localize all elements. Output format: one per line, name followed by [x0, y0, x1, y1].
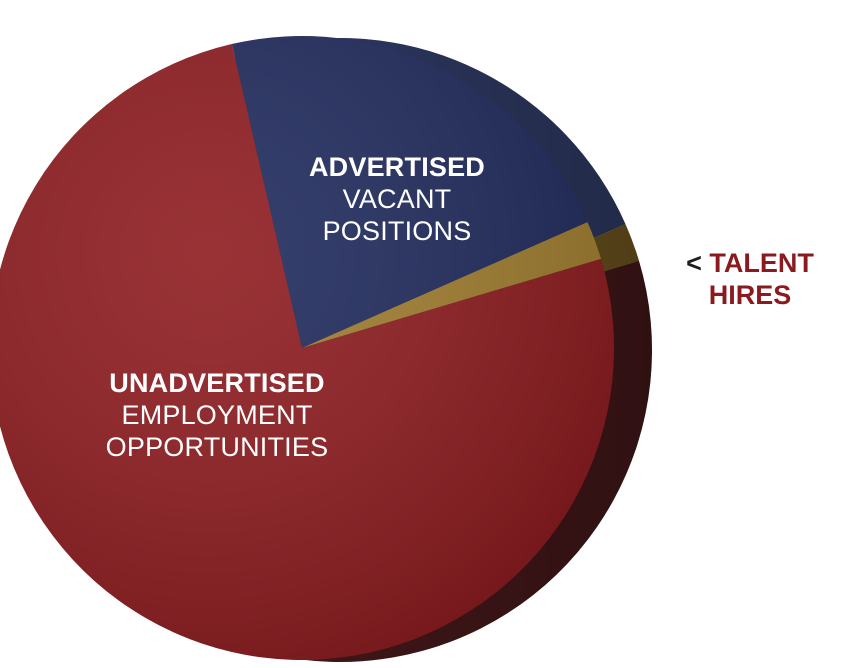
- talent-label-row-1: < TALENT: [660, 248, 840, 280]
- talent-label-rest: HIRES: [708, 279, 792, 310]
- unadvertised-slice-label: UNADVERTISED EMPLOYMENT OPPORTUNITIES: [58, 368, 376, 464]
- unadvertised-label-line-1: EMPLOYMENT: [121, 399, 313, 430]
- advertised-slice-label: ADVERTISED VACANT POSITIONS: [268, 152, 526, 248]
- talent-label-bold: TALENT: [709, 248, 814, 278]
- advertised-label-line-1: VACANT: [342, 183, 452, 214]
- advertised-label-line-2: POSITIONS: [322, 215, 472, 246]
- advertised-label-bold: ADVERTISED: [308, 152, 486, 182]
- unadvertised-label-line-2: OPPORTUNITIES: [105, 431, 329, 462]
- talent-hires-label: < TALENT HIRES: [660, 248, 840, 312]
- pie-top-layer: [0, 36, 614, 660]
- talent-label-pointer: <: [686, 248, 702, 278]
- unadvertised-label-bold: UNADVERTISED: [109, 368, 325, 398]
